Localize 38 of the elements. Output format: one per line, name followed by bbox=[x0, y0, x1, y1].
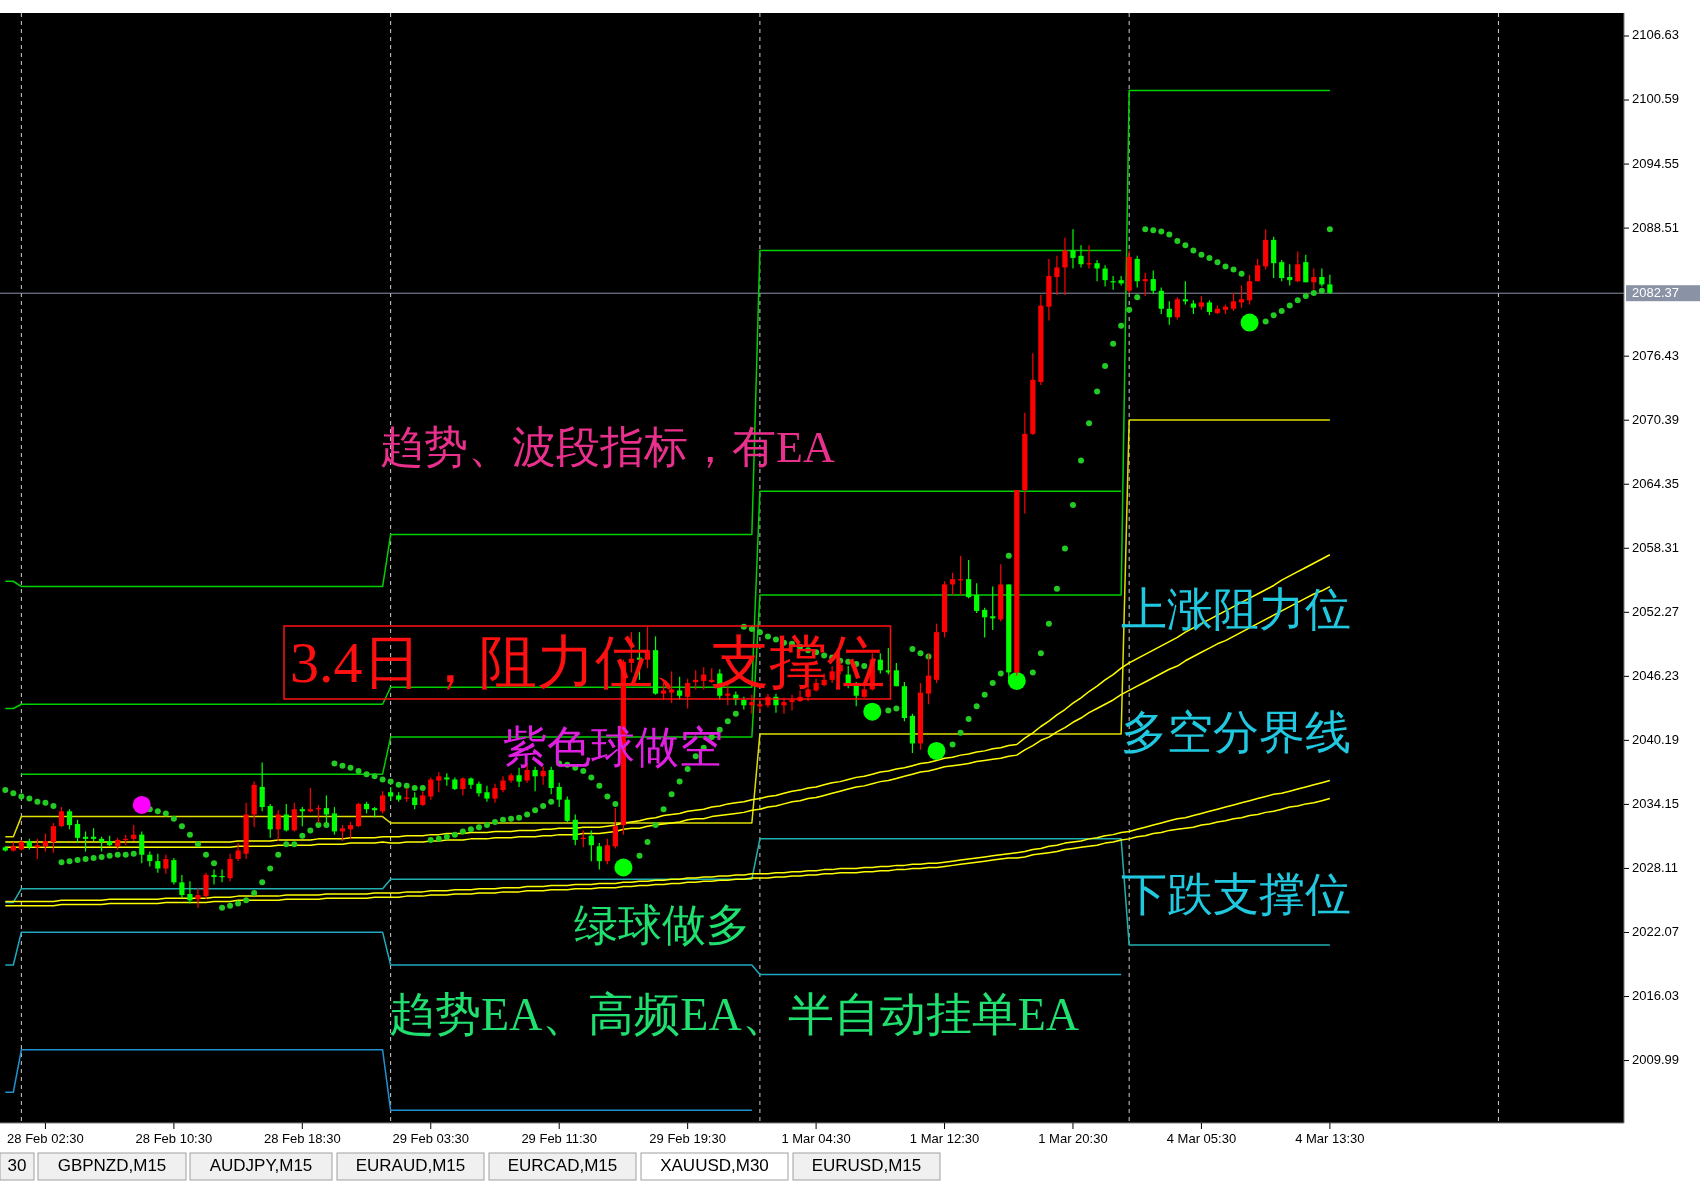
annotation: 绿球做多 bbox=[574, 901, 750, 950]
annotation: 趋势EA、高频EA、半自动挂单EA bbox=[389, 989, 1079, 1040]
y-tick-label: 2034.15 bbox=[1632, 795, 1679, 811]
annotation: 多空分界线 bbox=[1121, 707, 1351, 758]
y-tick-label: 2070.39 bbox=[1632, 411, 1679, 427]
y-tick-label: 2100.59 bbox=[1632, 91, 1679, 107]
x-tick-label: 1 Mar 12:30 bbox=[909, 1131, 980, 1146]
y-tick-label: 2046.23 bbox=[1632, 667, 1679, 683]
text: 30 bbox=[7, 1156, 27, 1176]
y-tick-label: 2076.43 bbox=[1632, 347, 1679, 363]
y-tick-label: 2016.03 bbox=[1632, 987, 1679, 1003]
y-tick-label: 2058.31 bbox=[1632, 539, 1679, 555]
x-tick-label: 29 Feb 11:30 bbox=[521, 1131, 598, 1146]
text: XAUUSD,M30 bbox=[660, 1156, 769, 1176]
x-tick-label: 29 Feb 03:30 bbox=[392, 1131, 470, 1146]
x-tick-label: 4 Mar 05:30 bbox=[1166, 1131, 1237, 1146]
y-tick-label: 2040.19 bbox=[1632, 731, 1679, 747]
x-tick-label: 28 Feb 02:30 bbox=[7, 1131, 84, 1146]
text: EURAUD,M15 bbox=[355, 1156, 466, 1176]
x-tick-label: 1 Mar 04:30 bbox=[781, 1131, 851, 1146]
text: EURCAD,M15 bbox=[507, 1156, 618, 1176]
x-tick-label: 28 Feb 18:30 bbox=[264, 1131, 341, 1146]
y-tick-label: 2028.11 bbox=[1632, 859, 1679, 875]
text: EURUSD,M15 bbox=[811, 1156, 922, 1176]
y-tick-label: 2094.55 bbox=[1632, 155, 1679, 171]
x-tick-label: 29 Feb 19:30 bbox=[649, 1131, 726, 1146]
text: GBPNZD,M15 bbox=[57, 1156, 167, 1176]
x-tick-label: 28 Feb 10:30 bbox=[135, 1131, 213, 1146]
y-tick-label: 2022.07 bbox=[1632, 923, 1679, 939]
y-tick-label: 2088.51 bbox=[1632, 219, 1679, 235]
text: AUDJPY,M15 bbox=[209, 1156, 313, 1176]
x-tick-label: 1 Mar 20:30 bbox=[1038, 1131, 1108, 1146]
y-tick-label: 2052.27 bbox=[1632, 603, 1679, 619]
ref-line-label: 2082.37 bbox=[1632, 284, 1679, 300]
y-tick-label: 2009.99 bbox=[1632, 1051, 1679, 1067]
y-tick-label: 2064.35 bbox=[1632, 475, 1679, 491]
y-tick-label: 2106.63 bbox=[1632, 27, 1679, 43]
x-tick-label: 4 Mar 13:30 bbox=[1295, 1131, 1365, 1146]
